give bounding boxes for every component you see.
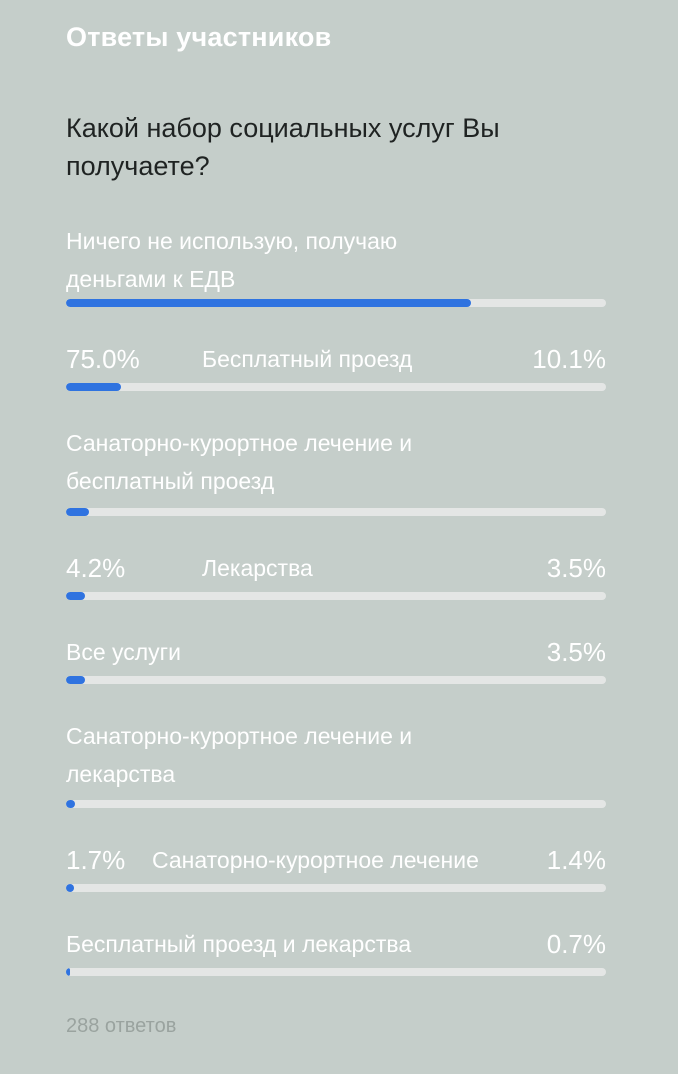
option-percent: 0.7% <box>546 929 606 959</box>
response-count: 288 ответов <box>66 1015 177 1037</box>
option-label: Санаторно-курортное лечение и лекарства <box>66 723 413 787</box>
option-percent: 4.2% <box>66 553 126 583</box>
option-bar-track <box>66 592 606 600</box>
option-bar-fill <box>66 383 121 391</box>
option-bar-track <box>66 884 606 892</box>
option-percent: 10.1% <box>532 344 606 374</box>
option-label: Ничего не использую, получаю деньгами к … <box>66 228 398 292</box>
option-percent: 1.4% <box>546 845 606 875</box>
results-heading: Ответы участников <box>66 22 332 52</box>
option-bar-fill <box>66 508 89 516</box>
option-bar-fill <box>66 676 85 684</box>
option-bar-track <box>66 676 606 684</box>
option-bar-fill <box>66 800 76 808</box>
option-bar-track <box>66 508 606 516</box>
option-percent: 3.5% <box>546 553 606 583</box>
option-percent: 75.0% <box>66 344 140 374</box>
option-label: Лекарства <box>202 555 313 581</box>
option-bar-fill <box>66 299 471 307</box>
option-bar-track <box>66 800 606 808</box>
option-label: Все услуги <box>66 639 181 665</box>
option-bar-fill <box>66 968 70 976</box>
option-label: Бесплатный проезд <box>202 346 413 372</box>
option-bar-track <box>66 968 606 976</box>
poll-question: Какой набор социальных услуг Вы получает… <box>66 113 500 181</box>
option-bar-fill <box>66 884 74 892</box>
option-bar-track <box>66 383 606 391</box>
option-bar-fill <box>66 592 85 600</box>
option-label: Санаторно-курортное лечение и бесплатный… <box>66 430 413 494</box>
option-label: Бесплатный проезд и лекарства <box>66 931 412 957</box>
option-bar-track <box>66 299 606 307</box>
option-label: Санаторно-курортное лечение <box>152 847 479 873</box>
option-percent: 3.5% <box>546 637 606 667</box>
option-percent: 1.7% <box>66 845 126 875</box>
